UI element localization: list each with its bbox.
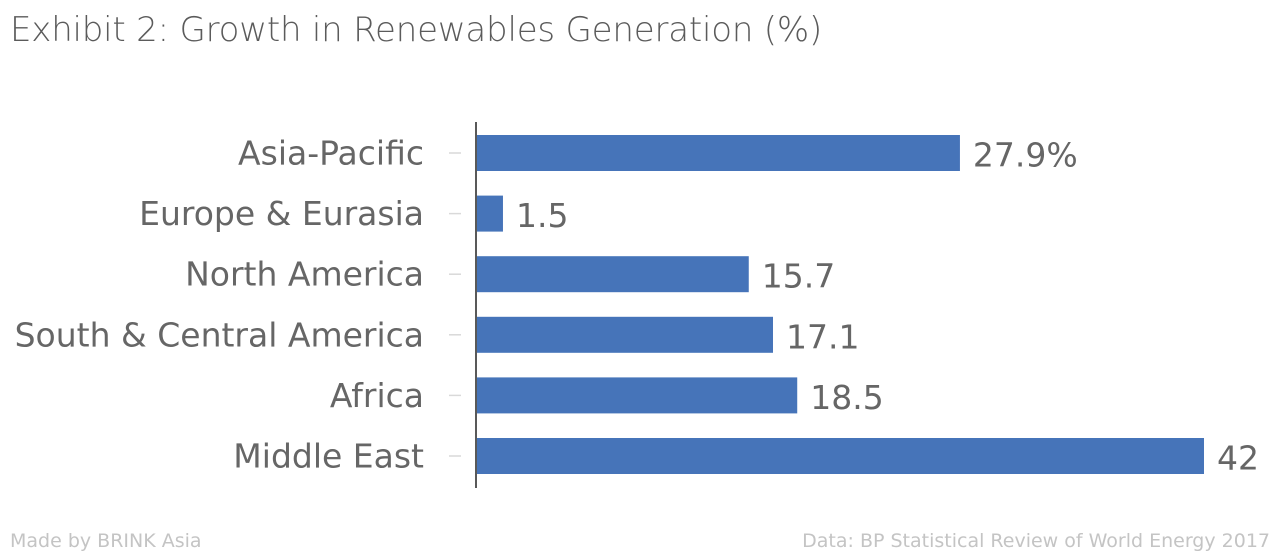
- data-label: 42: [1217, 439, 1259, 478]
- data-label: 18.5: [810, 378, 883, 417]
- bar: [477, 135, 960, 171]
- category-label: Asia-Pacific: [238, 134, 424, 173]
- data-label: 1.5: [516, 196, 568, 235]
- category-label: Africa: [330, 376, 424, 415]
- category-label: North America: [185, 255, 424, 294]
- source-text: Data: BP Statistical Review of World Ene…: [802, 530, 1270, 552]
- bar: [477, 377, 798, 414]
- data-label: 17.1: [786, 317, 859, 356]
- data-label: 27.9%: [973, 136, 1078, 175]
- category-label: South & Central America: [15, 315, 424, 354]
- category-label: Europe & Eurasia: [139, 194, 424, 233]
- bar: [477, 438, 1204, 474]
- bar: [477, 256, 749, 293]
- data-label: 15.7: [762, 257, 835, 296]
- chart-title: Exhibit 2: Growth in Renewables Generati…: [10, 10, 823, 50]
- bars-group: Asia-Pacific 27.9% Europe & Eurasia 1.5 Nort…: [15, 134, 1259, 478]
- bar: [477, 316, 773, 353]
- bar: [477, 195, 503, 232]
- credit-text: Made by BRINK Asia: [10, 530, 202, 552]
- category-label: Middle East: [233, 437, 424, 476]
